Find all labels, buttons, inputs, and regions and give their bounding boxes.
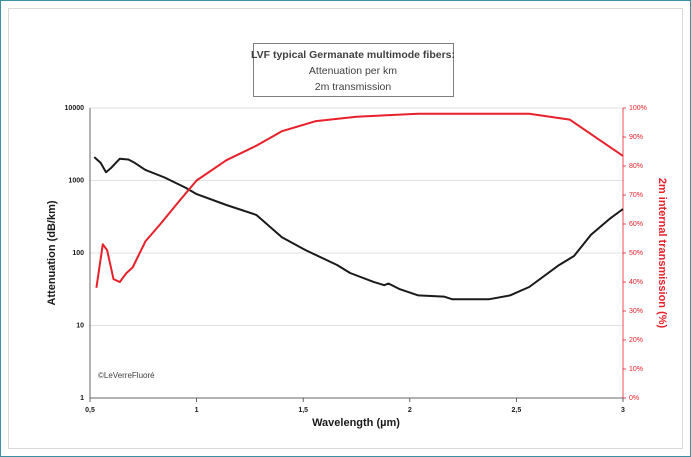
- y2-tick-label: 90%: [629, 134, 643, 141]
- series-line: [93, 156, 624, 301]
- x-tick-label: 3: [621, 407, 625, 414]
- y2-tick-label: 70%: [629, 192, 643, 199]
- y-tick-label: 1: [80, 395, 84, 402]
- series-line: [95, 112, 624, 288]
- y-tick-label: 10: [76, 322, 84, 329]
- x-tick-label: 0,5: [85, 407, 95, 414]
- chart-subtitle: Attenuation per km: [309, 65, 397, 77]
- y2-tick-label: 30%: [629, 308, 643, 315]
- y2-tick-label: 20%: [629, 337, 643, 344]
- chart-title: LVF typical Germanate multimode fibers:: [251, 49, 455, 61]
- y-tick-label: 1000: [68, 177, 84, 184]
- x-tick-label: 1,5: [298, 407, 308, 414]
- y2-axis-label: 2m internal transmission (%): [656, 178, 668, 329]
- y2-tick-label: 80%: [629, 163, 643, 170]
- y2-tick-label: 50%: [629, 250, 643, 257]
- x-tick-label: 2: [408, 407, 412, 414]
- y2-tick-label: 40%: [629, 279, 643, 286]
- copyright: ©LeVerreFluoré: [98, 371, 155, 380]
- y2-tick-label: 10%: [629, 366, 643, 373]
- x-axis-label: Wavelength (µm): [312, 417, 400, 429]
- x-tick-label: 1: [195, 407, 199, 414]
- y-tick-label: 10000: [65, 105, 85, 112]
- title-box: [253, 43, 454, 97]
- y2-tick-label: 0%: [629, 395, 639, 402]
- x-tick-label: 2,5: [512, 407, 522, 414]
- chart-subtitle: 2m transmission: [315, 81, 392, 93]
- y2-tick-label: 100%: [629, 105, 647, 112]
- y2-tick-label: 60%: [629, 221, 643, 228]
- y-axis-label: Attenuation (dB/km): [46, 200, 58, 305]
- y-tick-label: 100: [72, 250, 84, 257]
